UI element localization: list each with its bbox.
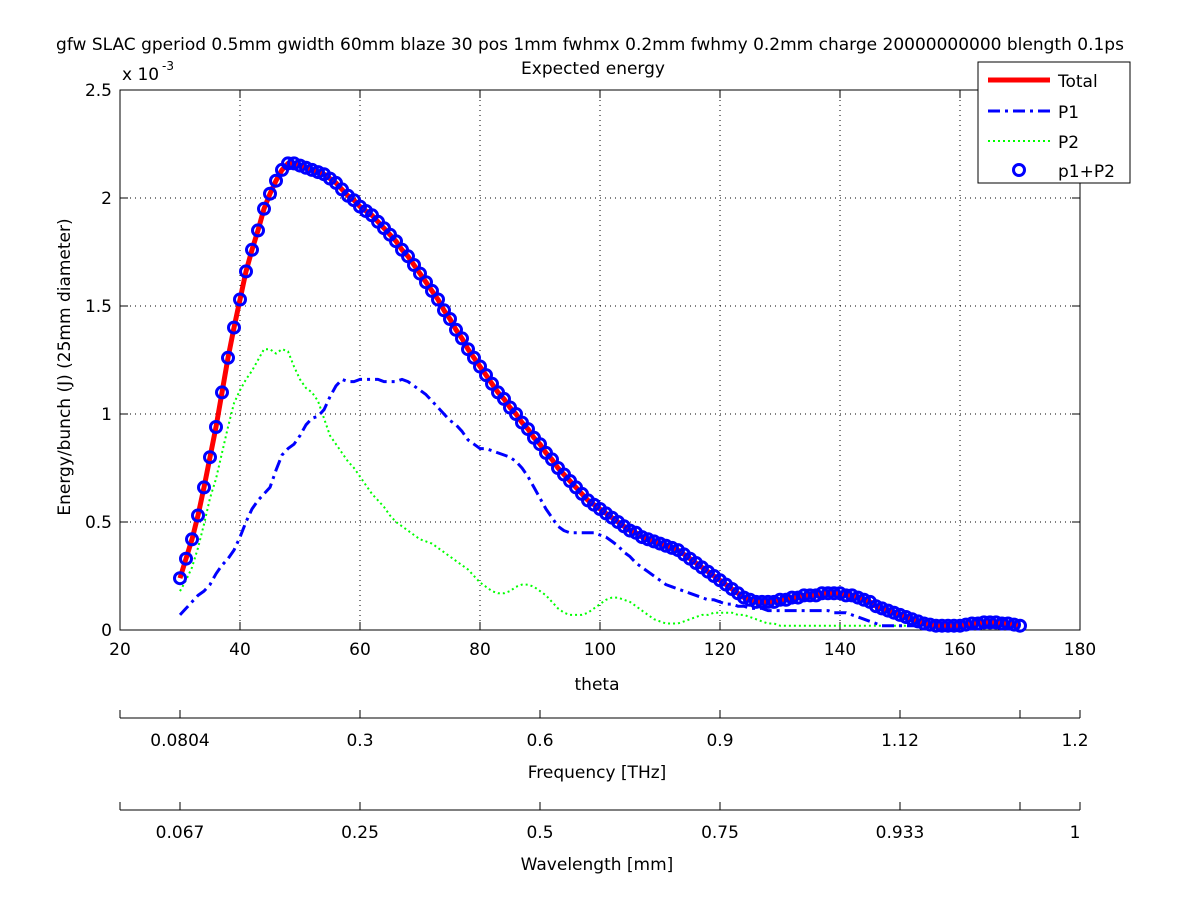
secondary-tick-label: 0.067 [156, 823, 205, 843]
legend-label-p1p2: p1+P2 [1058, 162, 1115, 182]
legend-label-total: Total [1057, 72, 1098, 92]
secondary-tick-label: 1.2 [1061, 731, 1088, 751]
x-tick-label: 20 [109, 640, 131, 660]
series-marker-p1-p2 [431, 292, 445, 307]
y-tick-label: 1 [101, 405, 112, 425]
y-tick-label: 1.5 [85, 297, 112, 317]
secondary-tick-label: 0.5 [526, 823, 553, 843]
secondary-tick-label: 0.75 [701, 823, 739, 843]
series-marker-p1-p2 [221, 350, 235, 365]
x-tick-label: 160 [944, 640, 976, 660]
secondary-axes: 0.0804 0.3 0.6 0.9 1.12 1.2 Frequency [THz] 0.0… [119, 710, 1089, 875]
x-tick-labels: 20 40 60 80 100 120 140 160 180 [109, 640, 1096, 660]
series-line-p1 [178, 377, 1020, 628]
chart-title: gfw SLAC gperiod 0.5mm gwidth 60mm blaze… [56, 35, 1124, 55]
x-tick-label: 100 [584, 640, 616, 660]
y-tick-label: 0.5 [85, 513, 112, 533]
series-marker-p1-p2 [245, 242, 259, 257]
secondary-tick-label: 1 [1070, 823, 1081, 843]
y-tick-label: 2.5 [85, 81, 112, 101]
y-tick-labels: 0 0.5 1 1.5 2 2.5 [85, 81, 112, 641]
series-line-p2 [179, 348, 1020, 627]
y-tick-label: 0 [101, 621, 112, 641]
legend: Total P1 P2 p1+P2 [977, 61, 1131, 184]
legend-label-p1: P1 [1058, 103, 1079, 123]
series-marker-p1-p2 [1013, 618, 1027, 633]
series-marker-p1-p2 [203, 450, 217, 465]
secondary-tick-label: 0.9 [706, 731, 733, 751]
legend-box [977, 61, 1131, 184]
x-tick-label: 140 [824, 640, 856, 660]
marker-layer [173, 156, 1027, 633]
y-exponent-base: x 10 [122, 65, 159, 85]
secondary-tick-label: 1.12 [881, 731, 919, 751]
series-marker-p1-p2 [455, 331, 469, 346]
series-marker-p1-p2 [197, 480, 211, 495]
secondary-tick-label: 0.933 [876, 823, 925, 843]
series-marker-p1-p2 [185, 532, 199, 547]
y-tick-label: 2 [101, 189, 112, 209]
legend-label-p2: P2 [1058, 133, 1079, 153]
chart-subtitle: Expected energy [521, 59, 665, 79]
secondary-axis-label-frequency-thz: Frequency [THz] [528, 763, 667, 783]
series-marker-p1-p2 [239, 264, 253, 279]
x-axis-label: theta [575, 675, 620, 695]
legend-swatch-p1p2 [1012, 163, 1026, 177]
x-tick-label: 40 [229, 640, 251, 660]
series-marker-p1-p2 [191, 508, 205, 523]
series-marker-p1-p2 [269, 173, 283, 188]
series-marker-p1-p2 [263, 186, 277, 201]
y-axis-label: Energy/bunch (J) (25mm diameter) [55, 218, 75, 515]
secondary-tick-label: 0.25 [341, 823, 379, 843]
series-marker-p1-p2 [209, 420, 223, 434]
x-tick-label: 60 [349, 640, 371, 660]
y-exponent-power: -3 [162, 59, 174, 73]
series-marker-p1-p2 [179, 551, 193, 566]
series-marker-p1-p2 [443, 312, 457, 326]
series-marker-p1-p2 [173, 571, 187, 586]
series-marker-p1-p2 [233, 292, 247, 307]
secondary-axis-label-wavelength-mm: Wavelength [mm] [521, 855, 674, 875]
series-marker-p1-p2 [257, 201, 271, 216]
x-tick-label: 180 [1064, 640, 1096, 660]
series-marker-p1-p2 [251, 223, 265, 238]
series-marker-p1-p2 [215, 385, 229, 400]
series-marker-p1-p2 [1007, 617, 1021, 632]
secondary-tick-label: 0.6 [526, 731, 553, 751]
secondary-tick-label: 0.3 [346, 731, 373, 751]
x-tick-label: 80 [469, 640, 491, 660]
x-tick-label: 120 [704, 640, 736, 660]
secondary-tick-label: 0.0804 [150, 731, 209, 751]
series-marker-p1-p2 [227, 320, 241, 335]
